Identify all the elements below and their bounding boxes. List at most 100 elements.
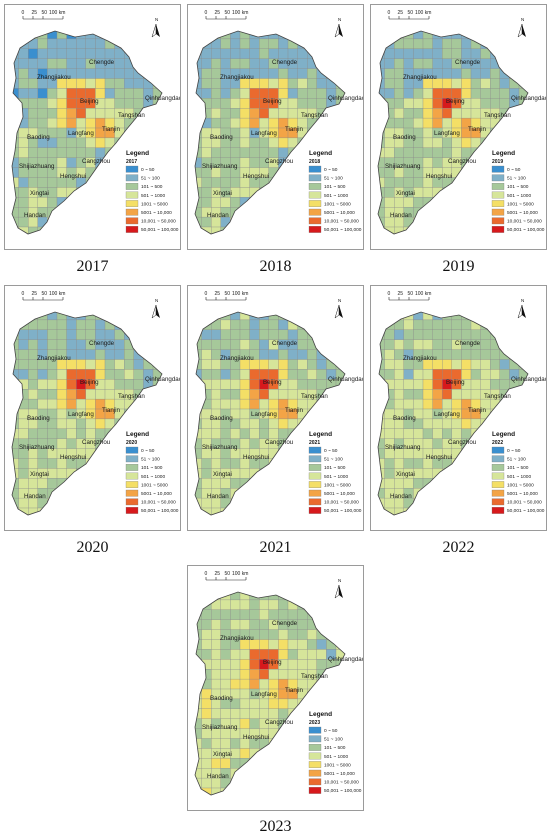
county-cell <box>413 478 424 489</box>
county-cell <box>461 226 472 234</box>
county-cell <box>422 58 433 69</box>
county-cell <box>104 207 115 218</box>
scale-tick-label: 0 <box>205 10 208 16</box>
county-cell <box>297 592 308 601</box>
county-cell <box>480 226 491 234</box>
county-cell <box>152 108 162 119</box>
county-cell <box>201 108 212 119</box>
county-cell <box>316 592 327 601</box>
county-cell <box>56 58 67 69</box>
county-cell <box>220 398 231 410</box>
county-cell <box>335 127 345 139</box>
county-cell <box>394 58 405 69</box>
county-cell <box>442 108 453 119</box>
county-cell <box>287 349 298 360</box>
city-label-beijing: Beijing <box>80 379 99 386</box>
county-cell <box>403 389 414 400</box>
county-cell <box>378 117 385 129</box>
county-cell <box>124 78 135 89</box>
county-cell <box>114 31 125 40</box>
county-cell <box>201 58 212 69</box>
county-cell <box>499 78 510 89</box>
city-label-chengde: Chengde <box>455 59 481 66</box>
county-cell <box>287 312 298 321</box>
legend-label: 10,001 ~ 50,000 <box>324 219 359 225</box>
county-cell <box>239 339 250 350</box>
legend-label: 0 ~ 50 <box>141 448 155 454</box>
legend-swatch <box>308 455 322 463</box>
county-cell <box>518 127 528 139</box>
county-cell <box>220 58 231 69</box>
county-cell <box>201 609 212 620</box>
scale-bar: 0 25 50 100 km <box>205 571 248 581</box>
county-cell <box>239 147 250 158</box>
county-cell <box>220 738 231 749</box>
county-cell <box>249 428 260 439</box>
county-cell <box>47 226 58 234</box>
county-cell <box>104 507 115 515</box>
county-cell <box>124 127 135 139</box>
county-cell <box>451 216 462 228</box>
county-cell <box>133 398 144 410</box>
scale-tick-label: 25 <box>215 10 221 16</box>
city-label-handan: Handan <box>390 212 412 219</box>
county-cell <box>335 629 345 640</box>
county-cell <box>239 708 250 719</box>
county-cell <box>287 147 298 158</box>
county-cell <box>413 197 424 208</box>
county-cell <box>297 339 308 350</box>
county-cell <box>297 758 308 769</box>
county-cell <box>378 379 385 390</box>
county-cell <box>76 497 87 509</box>
county-cell <box>133 312 144 321</box>
county-cell <box>403 398 414 410</box>
county-cell <box>12 31 19 40</box>
county-cell <box>12 68 19 79</box>
county-cell <box>268 418 279 430</box>
county-cell <box>239 609 250 620</box>
county-cell <box>259 592 270 601</box>
county-cell <box>307 418 318 430</box>
county-cell <box>297 659 308 670</box>
county-cell <box>201 389 212 400</box>
county-cell <box>316 329 327 340</box>
county-cell <box>297 78 308 89</box>
county-cell <box>66 379 77 390</box>
county-cell <box>259 216 270 228</box>
county-cell <box>195 226 202 234</box>
county-cell <box>268 777 279 789</box>
county-cell <box>297 312 308 321</box>
county-cell <box>56 216 67 228</box>
county-cell <box>239 389 250 400</box>
county-cell <box>47 197 58 208</box>
county-cell <box>201 197 212 208</box>
county-cell <box>442 329 453 340</box>
county-cell <box>259 678 270 690</box>
county-cell <box>432 58 443 69</box>
county-cell <box>307 88 318 99</box>
county-cell <box>287 68 298 79</box>
county-cell <box>278 216 289 228</box>
county-cell <box>413 369 424 380</box>
county-cell <box>239 137 250 149</box>
svg-text:N: N <box>155 298 158 303</box>
county-cell <box>104 389 115 400</box>
county-cell <box>239 187 250 198</box>
county-cell <box>85 349 96 360</box>
county-cell <box>480 98 491 109</box>
county-cell <box>230 197 241 208</box>
county-cell <box>56 157 67 168</box>
county-cell <box>239 127 250 139</box>
county-cell <box>259 758 270 769</box>
county-cell <box>66 468 77 479</box>
county-cell <box>220 117 231 129</box>
county-cell <box>143 418 154 430</box>
county-cell <box>470 369 481 380</box>
county-cell <box>297 718 308 729</box>
county-cell <box>133 137 144 149</box>
scale-tick-label: 25 <box>215 291 221 297</box>
county-cell <box>230 619 241 630</box>
county-cell <box>432 216 443 228</box>
county-cell <box>451 468 462 479</box>
county-cell <box>56 127 67 139</box>
